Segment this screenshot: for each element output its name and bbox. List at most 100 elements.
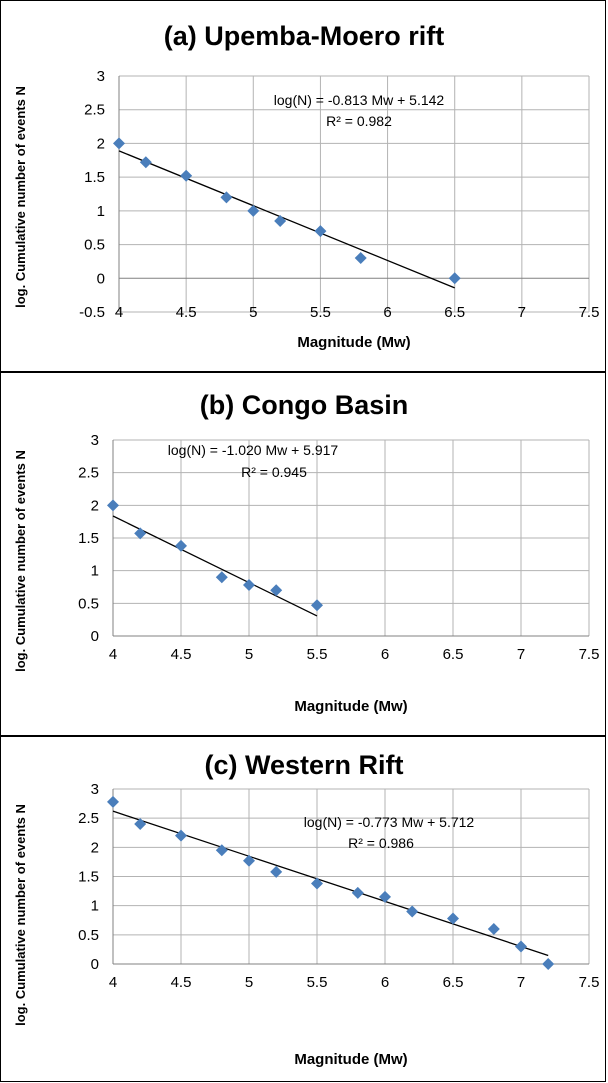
x-ticks: 4 4.5 5 5.5 6 6.5 7 7.5 bbox=[115, 304, 600, 321]
data-point bbox=[311, 877, 323, 890]
x-ticks: 4 4.5 5 5.5 6 6.5 7 7.5 bbox=[109, 974, 600, 991]
data-point bbox=[220, 191, 233, 204]
y-tick-label: 2 bbox=[91, 497, 99, 514]
data-point bbox=[107, 499, 119, 512]
data-point bbox=[354, 252, 367, 265]
data-point bbox=[243, 579, 255, 592]
y-tick-label: 3 bbox=[97, 68, 105, 85]
chart-title: (a) Upemba-Moero rift bbox=[164, 21, 445, 51]
axes bbox=[112, 789, 589, 965]
axes bbox=[112, 440, 589, 637]
chart-svg-c: (c) Western Rift log. Cumulative number … bbox=[13, 750, 600, 1068]
y-tick-label: 0.5 bbox=[78, 595, 99, 612]
y-tick-label: 1 bbox=[91, 898, 99, 915]
x-tick-label: 4.5 bbox=[171, 974, 192, 991]
data-point bbox=[311, 599, 323, 612]
x-tick-label: 6.5 bbox=[443, 646, 464, 663]
data-point bbox=[107, 795, 119, 808]
data-point bbox=[487, 923, 500, 935]
r-squared-label: R² = 0.986 bbox=[348, 835, 414, 851]
data-point bbox=[175, 829, 187, 842]
data-point bbox=[270, 865, 283, 878]
chart-title: (b) Congo Basin bbox=[200, 390, 408, 420]
y-tick-label: 0 bbox=[91, 956, 99, 973]
x-axis-label: Magnitude (Mw) bbox=[297, 334, 410, 351]
data-point bbox=[447, 912, 459, 925]
y-ticks: 0 0.5 1 1.5 2 2.5 3 bbox=[78, 432, 99, 645]
y-tick-label: 3 bbox=[91, 432, 99, 449]
r-squared-label: R² = 0.945 bbox=[241, 464, 307, 480]
y-ticks: -0.5 0 0.5 1 1.5 2 2.5 3 bbox=[79, 68, 105, 321]
data-point bbox=[274, 214, 287, 227]
y-axis-label: log. Cumulative number of events N bbox=[13, 804, 28, 1026]
y-tick-label: 2.5 bbox=[78, 465, 99, 482]
grid bbox=[113, 439, 590, 636]
y-tick-label: 2 bbox=[91, 839, 99, 856]
y-axis-label: log. Cumulative number of events N bbox=[13, 86, 28, 308]
x-tick-label: 7.5 bbox=[579, 974, 600, 991]
y-ticks: 0 0.5 1 1.5 2 2.5 3 bbox=[78, 781, 99, 973]
x-tick-label: 7 bbox=[517, 974, 525, 991]
data-point bbox=[515, 940, 527, 953]
x-tick-label: 6.5 bbox=[443, 974, 464, 991]
x-ticks: 4 4.5 5 5.5 6 6.5 7 7.5 bbox=[109, 646, 600, 663]
y-tick-label: 2 bbox=[97, 135, 105, 152]
grid bbox=[113, 788, 590, 964]
data-point bbox=[180, 169, 193, 182]
data-point bbox=[215, 844, 228, 857]
chart-svg-b: (b) Congo Basin log. Cumulative number o… bbox=[13, 390, 600, 715]
y-axis-label: log. Cumulative number of events N bbox=[13, 450, 28, 672]
data-point bbox=[113, 137, 125, 150]
x-tick-label: 4.5 bbox=[176, 304, 197, 321]
x-tick-label: 6 bbox=[383, 304, 391, 321]
grid bbox=[119, 75, 590, 313]
chart-title: (c) Western Rift bbox=[204, 750, 403, 780]
x-tick-label: 5 bbox=[249, 304, 257, 321]
x-tick-label: 7 bbox=[518, 304, 526, 321]
y-tick-label: -0.5 bbox=[79, 304, 105, 321]
data-point bbox=[134, 527, 147, 540]
x-tick-label: 4 bbox=[115, 304, 123, 321]
trendline-line bbox=[112, 515, 318, 617]
data-point bbox=[542, 958, 555, 970]
data-point bbox=[448, 272, 461, 285]
data-point bbox=[314, 225, 327, 238]
y-tick-label: 2.5 bbox=[84, 102, 105, 119]
x-tick-label: 6 bbox=[381, 646, 389, 663]
x-tick-label: 4 bbox=[109, 974, 117, 991]
axes bbox=[118, 76, 589, 312]
trendline bbox=[118, 150, 455, 289]
data-point bbox=[175, 539, 187, 552]
trendline-equation: log(N) = -0.773 Mw + 5.712 bbox=[304, 814, 475, 830]
data-point bbox=[139, 156, 152, 169]
y-tick-label: 1.5 bbox=[84, 169, 105, 186]
trendline-equation: log(N) = -1.020 Mw + 5.917 bbox=[168, 442, 339, 458]
x-tick-label: 7 bbox=[517, 646, 525, 663]
trendline bbox=[112, 515, 318, 617]
x-tick-label: 5 bbox=[245, 974, 253, 991]
chart-panel-b: (b) Congo Basin log. Cumulative number o… bbox=[0, 372, 606, 736]
x-tick-label: 4.5 bbox=[171, 646, 192, 663]
data-points bbox=[113, 137, 461, 285]
x-tick-label: 5.5 bbox=[307, 974, 328, 991]
y-tick-label: 1 bbox=[97, 203, 105, 220]
x-tick-label: 5.5 bbox=[310, 304, 331, 321]
x-tick-label: 5 bbox=[245, 646, 253, 663]
y-tick-label: 0 bbox=[91, 628, 99, 645]
data-point bbox=[134, 818, 147, 830]
data-points bbox=[107, 499, 323, 612]
x-axis-label: Magnitude (Mw) bbox=[294, 1051, 407, 1068]
chart-panel-c: (c) Western Rift log. Cumulative number … bbox=[0, 736, 606, 1082]
y-tick-label: 1.5 bbox=[78, 869, 99, 886]
x-tick-label: 6.5 bbox=[444, 304, 465, 321]
x-axis-label: Magnitude (Mw) bbox=[294, 698, 407, 715]
y-tick-label: 1 bbox=[91, 563, 99, 580]
y-tick-label: 3 bbox=[91, 781, 99, 798]
chart-panel-a: (a) Upemba-Moero rift log. Cumulative nu… bbox=[0, 0, 606, 372]
data-point bbox=[406, 905, 419, 918]
x-tick-label: 7.5 bbox=[579, 304, 600, 321]
x-tick-label: 6 bbox=[381, 974, 389, 991]
data-point bbox=[351, 886, 364, 899]
data-point bbox=[243, 854, 255, 867]
data-point bbox=[379, 890, 391, 903]
